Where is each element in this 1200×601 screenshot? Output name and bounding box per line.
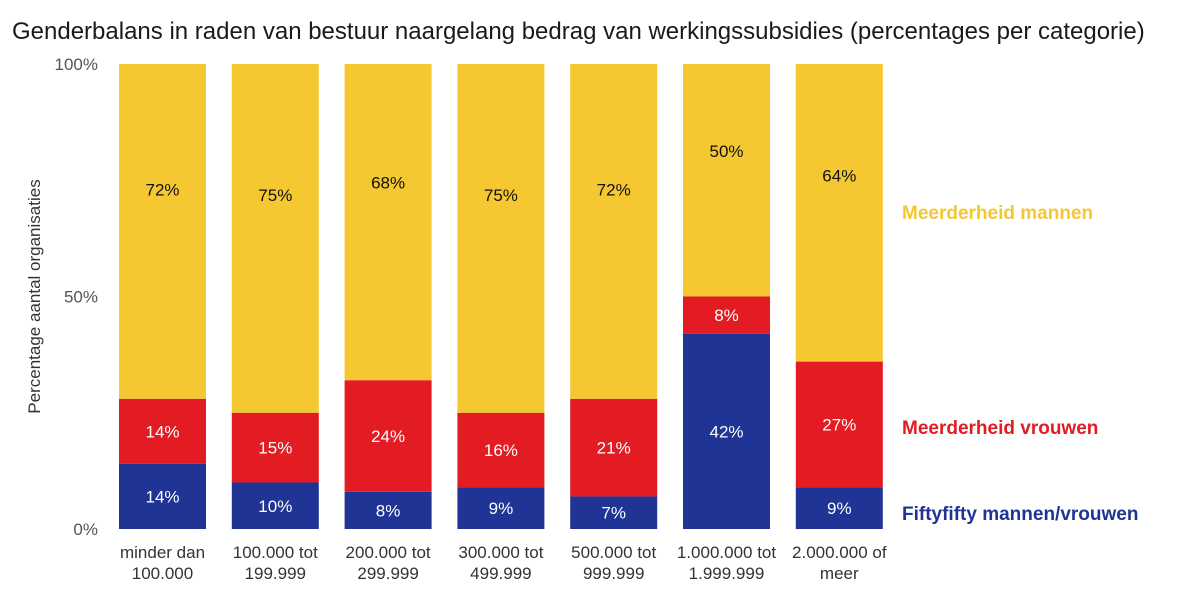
- data-label: 10%: [258, 497, 292, 516]
- chart-title: Genderbalans in raden van bestuur naarge…: [12, 18, 1145, 45]
- data-label: 7%: [601, 504, 626, 523]
- y-tick-label: 100%: [55, 55, 98, 74]
- data-label: 14%: [145, 422, 179, 441]
- data-label: 27%: [822, 415, 856, 434]
- data-label: 68%: [371, 174, 405, 193]
- data-label: 21%: [597, 439, 631, 458]
- category-label: 200.000 tot 299.999: [346, 543, 431, 583]
- data-label: 24%: [371, 427, 405, 446]
- bar-segment: [457, 64, 545, 413]
- data-label: 75%: [258, 186, 292, 205]
- bar-segment: [795, 361, 883, 488]
- category-label: 1.000.000 tot 1.999.999: [677, 543, 777, 583]
- y-axis-label: Percentage aantal organisaties: [25, 179, 44, 413]
- bar-segment: [683, 333, 770, 529]
- bar-segment: [795, 487, 883, 529]
- bar-segment: [570, 496, 658, 529]
- bar-segment: [570, 64, 658, 399]
- data-label: 50%: [709, 142, 743, 161]
- bar-segment: [457, 487, 545, 529]
- bar-segment: [231, 412, 319, 483]
- bar-segment: [570, 398, 658, 497]
- data-label: 9%: [489, 499, 514, 518]
- bar-segment: [231, 64, 319, 413]
- data-label: 16%: [484, 441, 518, 460]
- legend-label: Fiftyfifty mannen/vrouwen: [902, 504, 1138, 525]
- category-label: 500.000 tot 999.999: [571, 543, 656, 583]
- data-label: 72%: [597, 181, 631, 200]
- data-label: 14%: [145, 487, 179, 506]
- data-label: 64%: [822, 167, 856, 186]
- category-label: minder dan 100.000: [120, 543, 205, 583]
- data-label: 15%: [258, 439, 292, 458]
- bar-segment: [119, 463, 206, 529]
- bar-segment: [457, 412, 545, 488]
- bar-segment: [119, 398, 206, 464]
- data-label: 9%: [827, 499, 852, 518]
- category-label: 2.000.000 of meer: [792, 543, 887, 583]
- bar-segment: [119, 64, 206, 399]
- bar-segment: [683, 296, 770, 334]
- category-label: 100.000 tot 199.999: [233, 543, 318, 583]
- legend-label: Meerderheid mannen: [902, 203, 1093, 224]
- y-tick-label: 50%: [64, 288, 98, 307]
- y-tick-label: 0%: [73, 520, 98, 539]
- bar-segment: [231, 482, 319, 529]
- legend-label: Meerderheid vrouwen: [902, 418, 1098, 439]
- data-label: 42%: [709, 422, 743, 441]
- bar-segment: [795, 64, 883, 362]
- bar-segment: [344, 64, 432, 381]
- category-label: 300.000 tot 499.999: [458, 543, 543, 583]
- bar-segment: [344, 491, 432, 529]
- bar-segment: [683, 64, 770, 297]
- data-label: 72%: [145, 181, 179, 200]
- bar-segment: [344, 380, 432, 492]
- data-label: 8%: [376, 501, 401, 520]
- data-label: 75%: [484, 186, 518, 205]
- data-label: 8%: [714, 306, 739, 325]
